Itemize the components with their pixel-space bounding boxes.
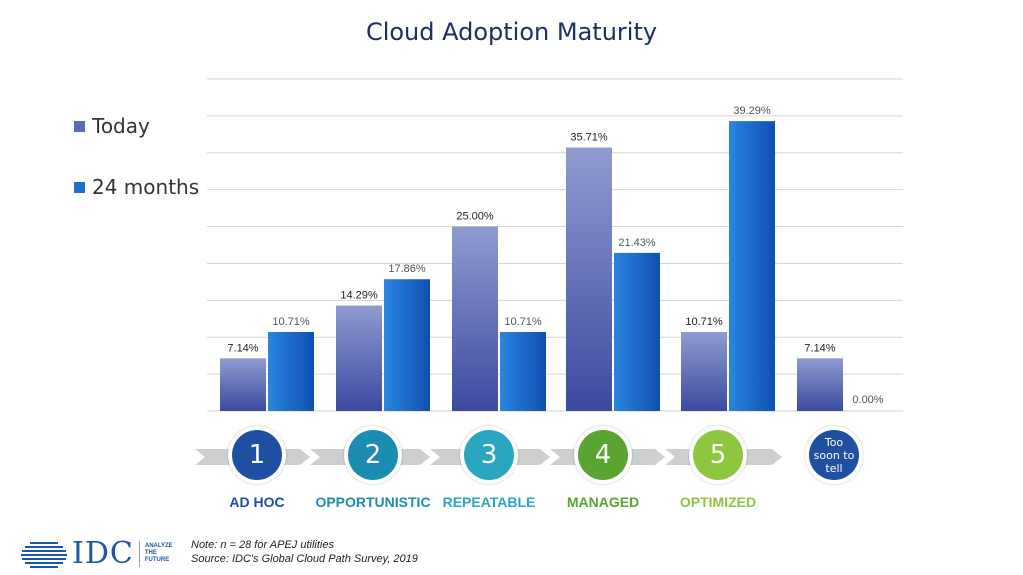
data-label-24-months-1: 10.71% <box>272 316 310 328</box>
data-label-24-months-3: 10.71% <box>504 316 542 328</box>
legend-today: Today <box>74 114 150 138</box>
bar-today-1 <box>220 358 266 411</box>
footer-note: Note: n = 28 for APEJ utilities Source: … <box>191 538 418 566</box>
bars <box>220 121 843 412</box>
data-label-24-months-5: 39.29% <box>733 105 771 117</box>
legend-swatch-24-months <box>74 181 85 193</box>
bar-today-5 <box>681 331 727 411</box>
idc-logo: IDC ANALYZE THE FUTURE <box>20 536 173 571</box>
legend-24-months: 24 months <box>74 175 199 199</box>
data-label-today-1: 7.14% <box>227 342 258 354</box>
stage-label-repeatable: REPEATABLE <box>442 494 536 510</box>
bar-24-months-2 <box>384 279 430 411</box>
bar-today-4 <box>566 147 612 411</box>
bar-24-months-1 <box>268 331 314 411</box>
stage-number: 5 <box>709 440 727 470</box>
stage-circle-opportunistic: 2 <box>348 430 398 480</box>
stage-label-opportunistic: OPPORTUNISTIC <box>315 494 431 510</box>
logo-tagline: ANALYZE THE FUTURE <box>145 543 173 564</box>
bar-24-months-4 <box>614 252 660 411</box>
logo-divider <box>138 540 140 567</box>
stage-label-optimized: OPTIMIZED <box>679 494 757 510</box>
bar-24-months-3 <box>500 331 546 411</box>
stage-number: Too soon to tell <box>813 435 855 475</box>
stage-circle-repeatable: 3 <box>464 430 514 480</box>
stage-label-ad-hoc: AD HOC <box>229 494 285 510</box>
data-label-today-3: 25.00% <box>456 211 494 223</box>
legend-label-today: Today <box>92 114 150 138</box>
bar-chart: 7.14% 10.71% 14.29% 17.86% 25.00% 10.71% 35.71… <box>207 78 903 412</box>
data-label-today-2: 14.29% <box>340 290 378 302</box>
footer-note-line: Note: n = 28 for APEJ utilities <box>191 539 334 551</box>
stage-number: 4 <box>594 440 612 470</box>
data-labels: 7.14% 10.71% 14.29% 17.86% 25.00% 10.71% 35.71… <box>227 105 883 406</box>
data-label-24-months-2: 17.86% <box>388 263 426 275</box>
bar-today-3 <box>452 226 498 411</box>
logo-tag-line-3: FUTURE <box>144 557 170 563</box>
stage-circle-optimized: 5 <box>693 430 743 480</box>
logo-wordmark: IDC <box>72 536 134 571</box>
chart-title: Cloud Adoption Maturity <box>365 18 658 46</box>
data-label-today-6: 7.14% <box>804 342 835 354</box>
stage-circle-ad-hoc: 1 <box>232 430 282 480</box>
legend-swatch-today <box>74 120 85 132</box>
bar-today-6 <box>797 358 843 411</box>
stage-label-managed: MANAGED <box>566 494 640 510</box>
stage-number: 2 <box>364 440 382 470</box>
bar-24-months-5 <box>729 121 775 412</box>
data-label-today-5: 10.71% <box>685 316 723 328</box>
globe-icon <box>21 541 67 568</box>
footer-source-line: Source: IDC's Global Cloud Path Survey, … <box>191 553 418 565</box>
stage-circle-managed: 4 <box>578 430 628 480</box>
bar-today-2 <box>336 305 382 411</box>
legend-label-24-months: 24 months <box>92 175 200 199</box>
stage-circle-too-soon: Too soon to tell <box>809 430 859 480</box>
data-label-24-months-6: 0.00% <box>852 394 883 406</box>
data-label-today-4: 35.71% <box>570 132 608 144</box>
gridlines <box>207 78 903 412</box>
stage-number: 3 <box>480 440 498 470</box>
logo-tag-line-2: THE <box>144 550 157 556</box>
stage-number: 1 <box>248 440 266 470</box>
data-label-24-months-4: 21.43% <box>618 237 656 249</box>
logo-tag-line-1: ANALYZE <box>144 543 173 549</box>
